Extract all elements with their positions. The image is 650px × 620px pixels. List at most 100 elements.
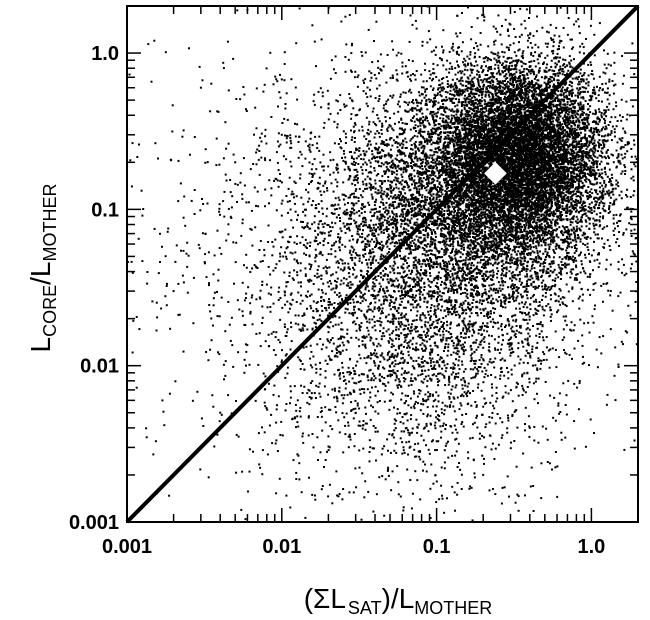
data-point [594,189,596,192]
data-point [497,193,500,196]
data-point [543,234,546,237]
data-point [498,204,501,207]
data-point [585,78,588,81]
data-point [518,104,521,107]
data-point [522,70,525,73]
data-point [414,150,417,153]
data-point [491,73,494,76]
data-point [554,221,557,224]
data-point [510,196,513,199]
data-point [610,173,613,176]
data-point [468,132,471,135]
data-point [534,135,537,138]
data-point [573,236,576,239]
data-point [504,302,507,305]
data-point [415,101,418,104]
data-point [547,81,550,84]
data-point [555,57,557,60]
data-point [591,132,594,135]
data-point [451,155,454,158]
data-point [542,213,545,216]
data-point [596,116,599,119]
data-point [590,206,593,209]
data-point [592,89,595,91]
data-point [562,148,565,151]
data-point [575,178,578,181]
data-point [539,124,542,127]
data-point [471,229,474,232]
data-point [527,168,530,171]
data-point [492,72,495,75]
data-point [498,243,501,246]
data-point [499,113,502,116]
data-point [411,60,414,63]
data-point [511,204,514,207]
data-point [459,159,462,162]
data-point [550,230,553,233]
data-point [590,98,593,101]
data-point [450,219,453,221]
data-point [523,268,526,271]
data-point [585,220,588,223]
data-point [525,90,528,93]
data-point [520,149,523,152]
data-point [474,230,477,233]
data-point [431,131,434,134]
data-point [543,77,546,80]
data-point [521,252,524,255]
data-point [518,196,521,199]
data-point [551,236,554,239]
data-point [466,69,469,72]
data-point [553,285,556,288]
data-point [549,262,551,265]
data-point [585,214,588,217]
data-point [502,184,504,187]
data-point [507,149,510,152]
data-point [533,87,536,90]
data-point [556,108,559,110]
data-point [472,152,474,155]
data-point [429,136,432,139]
data-point [500,90,503,93]
data-point [488,256,491,259]
data-point [478,102,481,105]
data-point [586,119,589,122]
data-point [583,270,586,273]
data-point [479,43,482,46]
data-point [575,154,578,157]
data-point [531,123,534,126]
data-point [446,116,449,119]
data-point [531,263,534,266]
data-point [451,85,454,88]
data-point [524,130,527,133]
data-point [467,145,470,148]
data-point [503,96,506,99]
data-point [560,158,563,161]
data-point [511,228,514,231]
data-point [543,188,546,191]
data-point [551,154,553,157]
data-point [514,261,516,263]
data-point [476,69,479,72]
data-point [571,182,574,185]
data-point [615,179,618,182]
data-point [491,94,494,97]
data-point [586,246,589,249]
data-point [576,142,579,145]
data-point [529,257,532,260]
data-point [442,103,445,106]
data-point [534,87,537,90]
data-point [536,211,539,214]
data-point [580,191,583,194]
data-point [463,228,466,231]
data-point [379,53,382,56]
data-point [515,239,517,242]
data-point [492,137,495,140]
data-point [486,215,489,218]
data-point [496,219,499,222]
data-point [521,199,524,202]
data-point [443,253,446,256]
data-point [421,119,424,122]
data-point [537,276,540,279]
data-point [486,74,489,76]
